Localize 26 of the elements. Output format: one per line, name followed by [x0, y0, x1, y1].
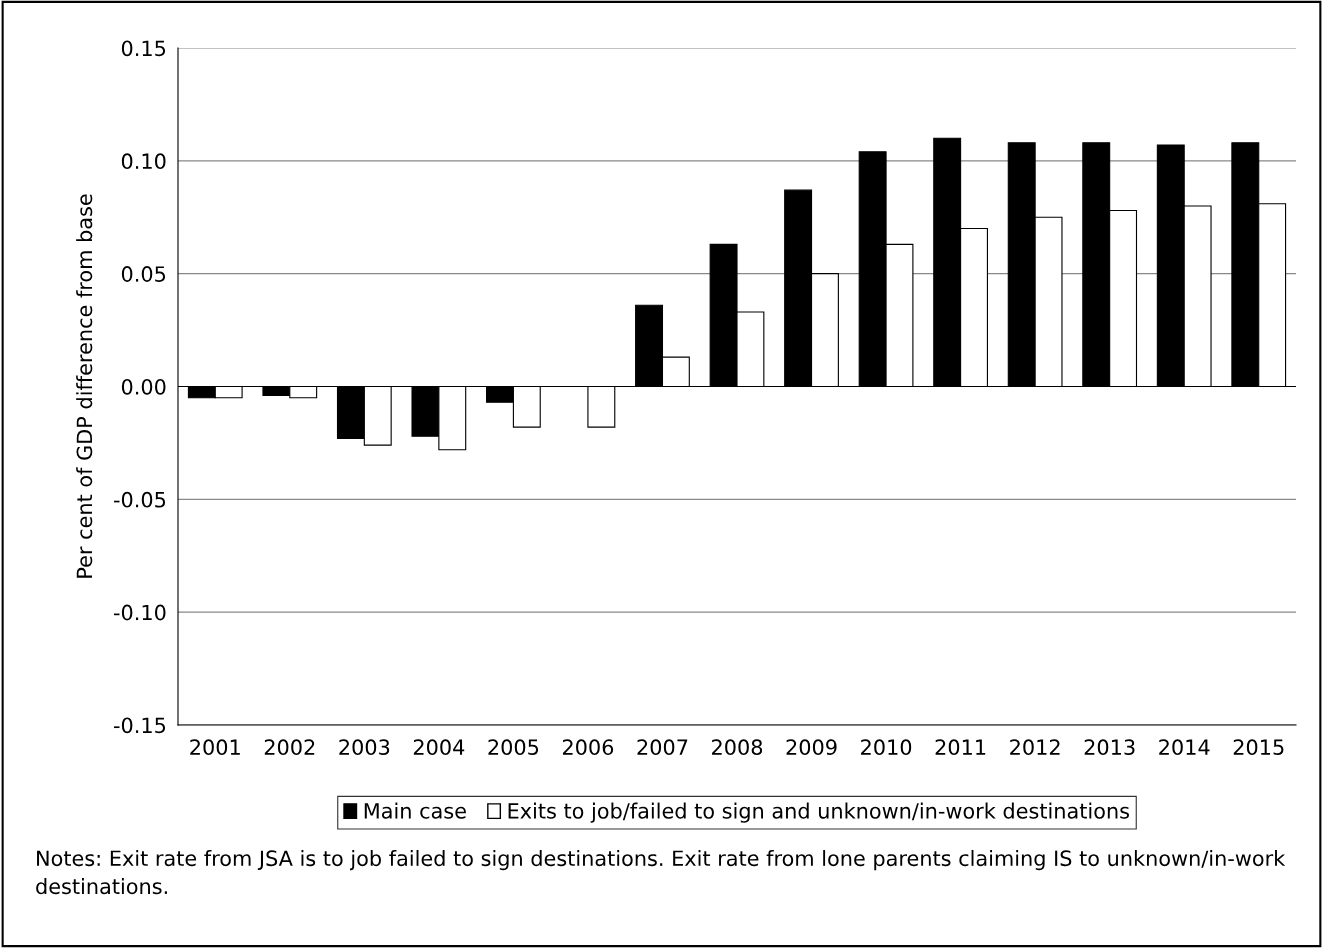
x-tick-label: 2005 [488, 739, 539, 756]
x-tick-label: 2014 [1159, 739, 1210, 756]
x-tick-label: 2001 [190, 739, 240, 756]
legend-label: Main case [364, 802, 466, 819]
x-tick-label: 2004 [413, 739, 465, 756]
x-tick-label: 2008 [712, 739, 763, 756]
x-tick-label: 2007 [637, 739, 688, 756]
x-tick-label: 2013 [1084, 739, 1135, 756]
x-tick-label: 2009 [786, 739, 837, 756]
legend-label: Exits to job/failed to sign and unknown/in-work destinations [508, 802, 1129, 823]
x-tick-label: 2002 [264, 739, 315, 756]
x-tick-label: 2006 [562, 739, 614, 756]
y-axis-title: Per cent of GDP difference from base [76, 194, 93, 578]
y-tick-label: -0.10 [114, 604, 166, 621]
y-tick-label: 0.05 [121, 266, 166, 282]
x-tick-label: 2011 [935, 739, 986, 756]
y-tick-label: 0.10 [121, 153, 166, 170]
x-tick-label: 2003 [339, 739, 390, 756]
x-tick-label: 2012 [1010, 739, 1060, 756]
x-tick-label: 2015 [1233, 739, 1284, 756]
y-tick-label: -0.05 [114, 491, 166, 508]
y-tick-label: 0.00 [121, 378, 166, 395]
x-tick-label: 2010 [861, 739, 912, 756]
text: Notes: Exit rate from JSA is to job failed to sign destinations. Exit rate from lone parents claiming IS to unknown/in-work destinations. [36, 850, 1286, 895]
y-tick-label: -0.15 [114, 717, 166, 734]
y-tick-label: 0.15 [121, 40, 166, 57]
